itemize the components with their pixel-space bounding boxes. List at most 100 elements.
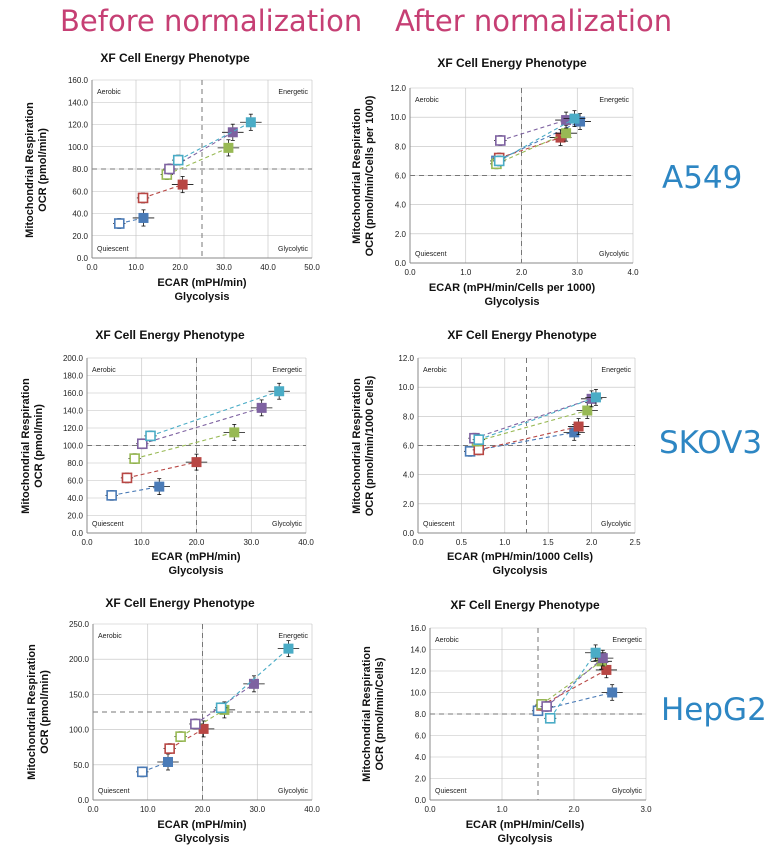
- y-axis-label-line1: Mitochondrial Respiration: [26, 644, 38, 780]
- series-connector: [500, 119, 567, 142]
- quadrant-label-quiescent: Quiescent: [92, 521, 124, 528]
- y-tick-label: 40.0: [67, 494, 83, 503]
- y-tick-label: 60.0: [72, 187, 88, 196]
- y-tick-label: 20.0: [72, 232, 88, 241]
- y-axis-label: Mitochondrial Respiration OCR (pmol/min/C…: [351, 95, 376, 256]
- baseline-point-teal: [544, 712, 556, 724]
- baseline-point-teal: [473, 434, 485, 445]
- chart-1: 0.0 20.0 40.0 60.0 80.0 100.0 120.0 140.0 160.0 0…: [24, 51, 320, 303]
- stressed-point-blue: [607, 687, 618, 698]
- y-tick-label: 12.0: [390, 84, 406, 93]
- series-connector: [134, 431, 235, 460]
- x-tick-label: 30.0: [243, 538, 259, 547]
- y-tick-label: 80.0: [67, 459, 83, 468]
- x-axis-label-line2: Glycolysis: [497, 833, 552, 845]
- x-tick-label: 0.0: [424, 805, 436, 814]
- chart-4: 0.0 2.0 4.0 6.0 8.0 10.0 12.0 0.0 0.5 1.0 1.5 2.0 2.…: [351, 328, 641, 577]
- y-tick-label: 60.0: [67, 477, 83, 486]
- y-tick-label: 10.0: [410, 689, 426, 698]
- x-tick-label: 40.0: [298, 538, 314, 547]
- x-tick-label: 50.0: [304, 263, 320, 272]
- y-tick-label: 120.0: [68, 121, 89, 130]
- quadrant-label-quiescent: Quiescent: [98, 788, 130, 795]
- y-axis-label-line1: Mitochondrial Respiration: [361, 646, 373, 782]
- y-axis-label-line2: OCR (pmol/min/1000 Cells): [364, 375, 376, 516]
- y-tick-label: 6.0: [403, 442, 415, 451]
- x-tick-label: 0.0: [404, 268, 416, 277]
- baseline-point-green: [175, 731, 186, 742]
- y-tick-label: 200.0: [69, 655, 90, 664]
- series-connector: [142, 407, 262, 445]
- y-tick-label: 8.0: [395, 142, 407, 151]
- series-connector: [150, 390, 280, 437]
- baseline-point-blue: [136, 766, 148, 778]
- y-tick-label: 2.0: [395, 230, 407, 239]
- x-axis-label-line2: Glycolysis: [174, 833, 229, 845]
- baseline-point-red: [121, 472, 133, 484]
- x-tick-label: 0.0: [86, 263, 98, 272]
- x-axis-label-line2: Glycolysis: [168, 565, 223, 577]
- x-axis-label-line1: ECAR (mPH/min/Cells): [466, 819, 585, 831]
- series-connector: [537, 691, 613, 712]
- baseline-point-purple: [164, 163, 175, 175]
- y-tick-label: 8.0: [415, 710, 427, 719]
- quadrant-label-energetic: Energetic: [278, 89, 308, 96]
- quadrant-label-aerobic: Aerobic: [92, 367, 116, 374]
- x-tick-label: 2.0: [586, 538, 598, 547]
- x-tick-label: 20.0: [189, 538, 205, 547]
- chart-title: XF Cell Energy Phenotype: [447, 328, 597, 342]
- y-tick-label: 200.0: [63, 354, 84, 363]
- y-axis-label-line2: OCR (pmol/min): [39, 670, 51, 754]
- quadrant-label-glycolytic: Glycolytic: [601, 521, 631, 528]
- baseline-point-purple: [541, 701, 552, 712]
- x-tick-label: 30.0: [249, 805, 265, 814]
- y-tick-label: 4.0: [395, 201, 407, 210]
- stressed-point-blue: [163, 756, 174, 767]
- y-tick-label: 2.0: [403, 500, 415, 509]
- y-axis-label: Mitochondrial Respiration OCR (pmol/min/C…: [361, 646, 386, 782]
- quadrant-label-energetic: Energetic: [601, 367, 631, 374]
- stressed-point-red: [601, 664, 612, 675]
- y-axis-label-line1: Mitochondrial Respiration: [351, 378, 363, 514]
- y-axis-label-line1: Mitochondrial Respiration: [24, 102, 36, 238]
- series-connector: [549, 652, 597, 719]
- y-tick-label: 40.0: [72, 210, 88, 219]
- x-tick-label: 0.0: [81, 538, 93, 547]
- baseline-point-teal: [215, 702, 227, 714]
- stressed-point-purple: [561, 115, 572, 126]
- x-tick-label: 1.0: [499, 538, 511, 547]
- quadrant-label-aerobic: Aerobic: [435, 637, 459, 644]
- after-normalization-header: After normalization: [395, 4, 673, 38]
- y-tick-label: 120.0: [63, 424, 84, 433]
- baseline-point-teal: [493, 155, 505, 167]
- x-axis-label-line1: ECAR (mPH/min): [157, 819, 247, 831]
- y-tick-label: 100.0: [63, 442, 84, 451]
- baseline-point-purple: [136, 438, 148, 450]
- y-tick-label: 16.0: [410, 624, 426, 633]
- x-tick-label: 1.0: [460, 268, 472, 277]
- stressed-point-red: [177, 179, 188, 190]
- baseline-point-blue: [113, 218, 125, 229]
- x-axis-label-line1: ECAR (mPH/min): [157, 277, 247, 289]
- x-tick-label: 20.0: [195, 805, 211, 814]
- chart-5: 0.0 50.0 100.0 150.0 200.0 250.0 0.0 10.0 20.0 30…: [26, 596, 320, 845]
- x-axis-label-line1: ECAR (mPH/min): [151, 551, 241, 563]
- x-axis-label-line2: Glycolysis: [174, 291, 229, 303]
- x-axis-label-line2: Glycolysis: [484, 296, 539, 308]
- x-tick-label: 1.5: [543, 538, 555, 547]
- quadrant-label-energetic: Energetic: [612, 637, 642, 644]
- stressed-point-purple: [597, 653, 608, 664]
- stressed-point-teal: [245, 117, 256, 128]
- stressed-point-teal: [274, 386, 285, 397]
- y-tick-label: 10.0: [398, 383, 414, 392]
- y-tick-label: 140.0: [68, 98, 89, 107]
- stressed-point-purple: [248, 678, 259, 689]
- x-tick-label: 0.0: [412, 538, 424, 547]
- stressed-point-blue: [154, 481, 165, 492]
- before-normalization-header: Before normalization: [60, 4, 363, 38]
- stressed-point-red: [573, 421, 584, 432]
- y-tick-label: 150.0: [69, 690, 90, 699]
- y-axis-label-line2: OCR (pmol/min): [33, 404, 45, 488]
- series-connector: [180, 709, 225, 738]
- baseline-point-teal: [145, 430, 156, 442]
